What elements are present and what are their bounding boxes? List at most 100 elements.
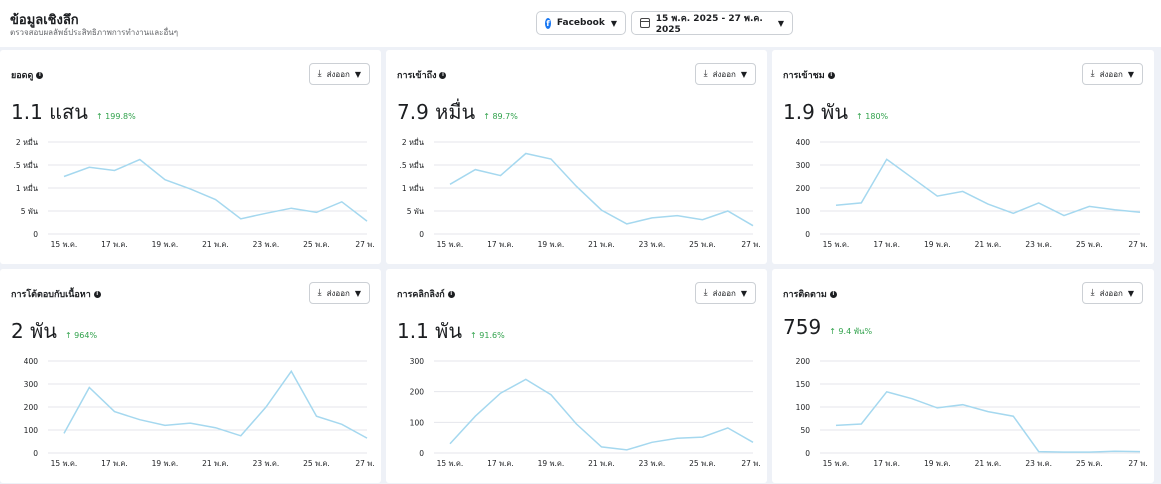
info-icon[interactable]: i: [827, 71, 835, 79]
export-label: ส่งออก: [712, 288, 736, 298]
x-tick-label: 21 พ.ค.: [588, 240, 615, 249]
x-tick-label: 25 พ.ค.: [303, 240, 330, 249]
x-tick-label: 19 พ.ค.: [152, 240, 179, 249]
y-tick-label: 2 หมื่น: [402, 137, 424, 147]
info-icon[interactable]: i: [36, 71, 44, 79]
series-line: [63, 369, 368, 439]
y-tick-label: 200: [24, 403, 39, 412]
card-title-text: การโต้ตอบกับเนื้อหา: [11, 290, 91, 300]
metric-value: 759: [783, 315, 822, 339]
info-icon[interactable]: i: [447, 290, 455, 298]
chevron-down-icon: ▼: [1127, 69, 1134, 79]
chevron-down-icon: ▼: [354, 288, 361, 298]
y-tick-label: 5 พัน: [21, 207, 38, 216]
metric-value: 2 พัน: [11, 319, 57, 343]
x-tick-label: 21 พ.ค.: [975, 459, 1002, 468]
card-title-text: การคลิกลิงก์: [397, 290, 445, 300]
metric-change: ↑ 89.7%: [483, 112, 518, 121]
x-tick-label: 15 พ.ค.: [437, 459, 464, 468]
y-tick-label: 0: [419, 449, 424, 458]
metric-change: ↑ 180%: [856, 112, 889, 121]
filter-bar: f Facebook ▼ 15 พ.ค. 2025 - 27 พ.ค. 2025…: [536, 11, 793, 35]
y-tick-label: .5 หมื่น: [399, 160, 424, 170]
export-label: ส่งออก: [1099, 69, 1123, 79]
export-button[interactable]: ⤓ ส่งออก ▼: [694, 282, 756, 304]
download-icon: ⤓: [703, 69, 708, 79]
insight-card: 2 หมื่น .5 หมื่น 1 หมื่น 5 พัน 0 15 พ.ค. 17 พ.…: [386, 50, 767, 264]
metric-change: ↑ 91.6%: [470, 331, 505, 340]
download-icon: ⤓: [317, 288, 322, 298]
x-tick-label: 17 พ.ค.: [487, 240, 514, 249]
y-tick-label: 1 หมื่น: [402, 183, 424, 193]
y-tick-label: 200: [796, 357, 811, 366]
export-label: ส่งออก: [326, 69, 350, 79]
info-icon[interactable]: i: [93, 290, 101, 298]
card-title: การติดตาม i: [783, 287, 837, 301]
y-tick-label: 300: [410, 357, 425, 366]
platform-dropdown[interactable]: f Facebook ▼: [536, 11, 626, 35]
metric: 1.1 แสน ↑ 199.8%: [11, 96, 136, 128]
export-button[interactable]: ⤓ ส่งออก ▼: [1081, 63, 1143, 85]
x-tick-label: 15 พ.ค.: [823, 459, 850, 468]
insight-card: 200 150 100 50 0 15 พ.ค. 17 พ.ค. 19 พ.ค. 21 พ.ค.…: [772, 269, 1154, 483]
page-header: ข้อมูลเชิงลึก ตรวจสอบผลลัพธ์ประสิทธิภาพก…: [0, 0, 1161, 47]
x-tick-label: 17 พ.ค.: [101, 459, 128, 468]
export-button[interactable]: ⤓ ส่งออก ▼: [694, 63, 756, 85]
line-chart: 400 300 200 100 0 15 พ.ค. 17 พ.ค. 19 พ.ค. 21 พ.ค…: [24, 357, 375, 468]
card-title: ยอดดู i: [11, 68, 44, 82]
x-tick-label: 17 พ.ค.: [101, 240, 128, 249]
x-tick-label: 25 พ.ค.: [1076, 240, 1103, 249]
x-tick-label: 27 พ.: [1128, 240, 1147, 249]
date-range-dropdown[interactable]: 15 พ.ค. 2025 - 27 พ.ค. 2025 ▼: [631, 11, 793, 35]
y-tick-label: 50: [800, 426, 810, 435]
card-title-text: ยอดดู: [11, 71, 34, 81]
export-label: ส่งออก: [326, 288, 350, 298]
export-button[interactable]: ⤓ ส่งออก ▼: [308, 282, 370, 304]
x-tick-label: 25 พ.ค.: [689, 240, 716, 249]
x-tick-label: 19 พ.ค.: [924, 240, 951, 249]
card-title-text: การเข้าถึง: [397, 71, 437, 81]
x-tick-label: 19 พ.ค.: [924, 459, 951, 468]
chevron-down-icon: ▼: [610, 18, 617, 28]
page-subtitle: ตรวจสอบผลลัพธ์ประสิทธิภาพการทำงานและอื่น…: [10, 28, 179, 37]
info-icon[interactable]: i: [439, 71, 447, 79]
card-title: การคลิกลิงก์ i: [397, 287, 455, 301]
insight-card: 400 300 200 100 0 15 พ.ค. 17 พ.ค. 19 พ.ค. 21 พ.ค…: [772, 50, 1154, 264]
info-icon[interactable]: i: [829, 290, 837, 298]
insight-card: 300 200 100 0 15 พ.ค. 17 พ.ค. 19 พ.ค. 21 พ.ค. 23…: [386, 269, 767, 483]
y-tick-label: 0: [33, 230, 38, 239]
chevron-down-icon: ▼: [354, 69, 361, 79]
x-tick-label: 25 พ.ค.: [303, 459, 330, 468]
x-tick-label: 21 พ.ค.: [588, 459, 615, 468]
metric-change: ↑ 9.4 พัน%: [829, 327, 873, 336]
card-title-text: การติดตาม: [783, 290, 827, 300]
y-tick-label: 0: [805, 230, 810, 239]
metric-value: 1.1 แสน: [11, 100, 88, 124]
metric-value: 1.9 พัน: [783, 100, 849, 124]
x-tick-label: 19 พ.ค.: [152, 459, 179, 468]
y-tick-label: 5 พัน: [407, 207, 424, 216]
series-line: [835, 158, 1141, 217]
facebook-icon: f: [545, 17, 551, 29]
metric: 2 พัน ↑ 964%: [11, 315, 97, 347]
y-tick-label: 200: [796, 184, 811, 193]
x-tick-label: 15 พ.ค.: [823, 240, 850, 249]
export-button[interactable]: ⤓ ส่งออก ▼: [1081, 282, 1143, 304]
metric-value: 7.9 หมื่น: [397, 100, 476, 124]
y-tick-label: 2 หมื่น: [16, 137, 38, 147]
export-button[interactable]: ⤓ ส่งออก ▼: [308, 63, 370, 85]
metric-change: ↑ 199.8%: [95, 112, 136, 121]
y-tick-label: 100: [796, 207, 811, 216]
x-tick-label: 23 พ.ค.: [639, 459, 666, 468]
y-tick-label: 100: [410, 418, 425, 427]
metric: 759 ↑ 9.4 พัน%: [783, 315, 872, 339]
export-label: ส่งออก: [712, 69, 736, 79]
x-tick-label: 27 พ.: [1128, 459, 1147, 468]
x-tick-label: 27 พ.: [355, 459, 374, 468]
y-tick-label: 1 หมื่น: [16, 183, 38, 193]
x-tick-label: 23 พ.ค.: [639, 240, 666, 249]
download-icon: ⤓: [1090, 69, 1095, 79]
x-tick-label: 21 พ.ค.: [202, 459, 229, 468]
line-chart: 2 หมื่น .5 หมื่น 1 หมื่น 5 พัน 0 15 พ.ค. 17 พ.…: [399, 137, 760, 249]
x-tick-label: 15 พ.ค.: [51, 459, 78, 468]
